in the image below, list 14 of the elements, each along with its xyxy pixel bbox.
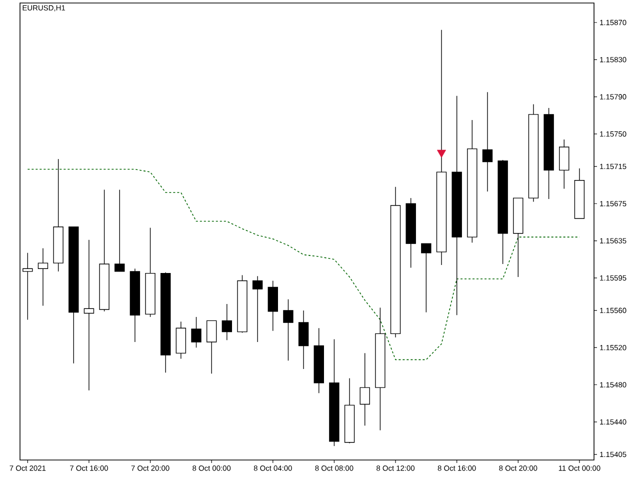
candlestick <box>84 240 94 391</box>
candlestick <box>360 352 370 426</box>
candlestick <box>22 252 33 320</box>
candlestick <box>283 298 294 361</box>
candlestick <box>191 316 202 348</box>
candlestick <box>298 310 309 370</box>
candlestick <box>252 276 263 342</box>
candlestick <box>421 243 432 313</box>
candlestick <box>38 248 48 306</box>
candlestick <box>206 320 217 374</box>
candlestick <box>222 304 232 341</box>
candlestick <box>559 139 570 190</box>
candlestick <box>114 189 125 272</box>
candlestick <box>482 92 493 192</box>
